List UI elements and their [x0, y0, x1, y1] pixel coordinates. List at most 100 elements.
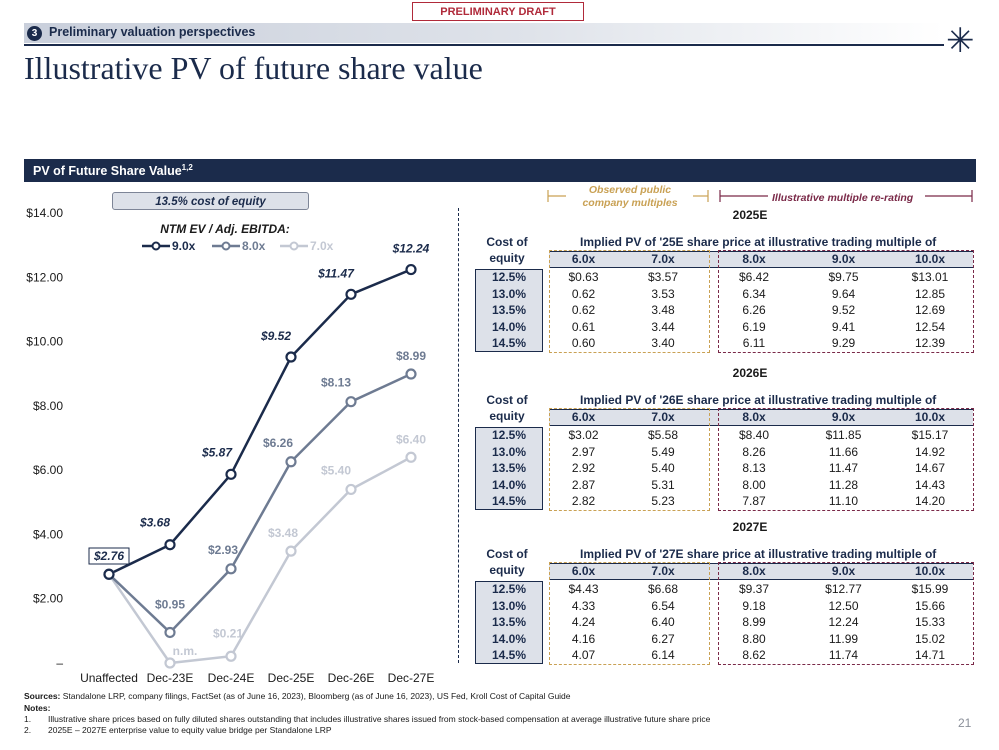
data-point — [285, 456, 297, 468]
chart-table-divider — [458, 208, 459, 663]
cost-of-equity-cell: 13.0% — [491, 444, 527, 459]
cost-of-equity-cell: 13.5% — [491, 615, 527, 629]
table-value-cell: 4.16 — [571, 631, 596, 646]
table-value-cell: 2.87 — [571, 477, 596, 492]
x-tick-label: Dec-25E — [268, 671, 315, 685]
legend-marker — [151, 241, 161, 251]
table-value-cell: 9.52 — [831, 303, 856, 317]
table-value-cell: 6.26 — [742, 303, 766, 317]
table-value-cell: 14.71 — [914, 648, 946, 662]
table-value-cell: 2.92 — [571, 461, 596, 475]
data-label: $8.13 — [321, 376, 351, 390]
cost-of-equity-cell: 12.5% — [491, 582, 527, 596]
table-year: 2026E — [732, 366, 768, 380]
data-point — [103, 568, 115, 580]
company-logo-icon: ✳ — [946, 22, 975, 60]
multiple-header: 10.0x — [914, 564, 946, 578]
legend-entry: 9.0x — [172, 239, 196, 253]
table-header: Implied PV of '26E share price at illust… — [580, 393, 937, 407]
table-value-cell: 11.66 — [828, 444, 859, 459]
data-point — [405, 368, 417, 380]
data-label: $6.26 — [263, 436, 293, 450]
table-value-cell: 4.24 — [571, 615, 596, 629]
y-tick-label: $10.00 — [26, 335, 63, 349]
table-value-cell: $15.99 — [911, 582, 949, 596]
table-value-cell: $8.40 — [738, 428, 770, 442]
section-underline — [24, 44, 944, 46]
table-value-cell: 8.80 — [742, 631, 766, 646]
multiple-header: 9.0x — [831, 410, 856, 424]
panel-header-bar — [24, 159, 976, 182]
multiple-header: 6.0x — [571, 410, 596, 424]
table-value-cell: 9.29 — [831, 336, 856, 350]
table-value-cell: 11.10 — [828, 494, 859, 508]
page-number: 21 — [958, 716, 972, 730]
data-label: $3.48 — [268, 526, 298, 540]
data-point — [345, 396, 357, 408]
data-point — [345, 288, 357, 300]
data-point — [405, 263, 417, 276]
y-tick-label: $12.00 — [26, 270, 63, 284]
coe-label-line2: equity — [489, 563, 525, 577]
multiples-header-row — [549, 251, 973, 268]
cost-of-equity-column — [475, 427, 543, 510]
multiple-header: 7.0x — [651, 410, 675, 424]
table-value-cell: 14.67 — [914, 461, 946, 475]
data-label: $0.21 — [213, 626, 243, 640]
data-label: $6.40 — [396, 432, 426, 446]
table-value-cell: 5.23 — [651, 494, 675, 508]
table-value-cell: 5.49 — [651, 444, 675, 459]
table-value-cell: 0.62 — [571, 303, 596, 317]
table-value-cell: $13.01 — [911, 270, 949, 284]
table-value-cell: 14.92 — [914, 444, 946, 459]
multiple-header: 6.0x — [571, 252, 596, 266]
table-value-cell: 6.34 — [742, 286, 766, 301]
y-tick-label: $14.00 — [26, 206, 63, 220]
table-value-cell: 9.18 — [742, 598, 766, 613]
table-header: Implied PV of '27E share price at illust… — [580, 547, 937, 561]
table-value-cell: $9.37 — [738, 582, 770, 596]
cost-of-equity-header: Cost of equity — [472, 392, 542, 424]
cost-of-equity-cell: 12.5% — [491, 270, 527, 284]
table-value-cell: 0.60 — [571, 336, 596, 350]
section-title: Preliminary valuation perspectives — [49, 25, 256, 39]
table-value-cell: 6.54 — [651, 598, 675, 613]
section-number: 3 — [27, 26, 42, 41]
table-header: Implied PV of '25E share price at illust… — [580, 235, 937, 249]
y-tick-label: $8.00 — [33, 399, 63, 413]
panel-title-superscript: 1,2 — [181, 163, 193, 172]
multiple-header: 10.0x — [914, 252, 946, 266]
table-value-cell: 6.14 — [651, 648, 675, 662]
table-value-cell: 0.61 — [571, 319, 596, 334]
table-value-cell: 3.53 — [651, 286, 675, 301]
x-tick-label: Unaffected — [80, 671, 138, 685]
table-value-cell: 3.40 — [651, 336, 675, 350]
multiple-header: 7.0x — [651, 252, 675, 266]
table-value-cell: 15.66 — [914, 598, 946, 613]
table-value-cell: 6.40 — [651, 615, 675, 629]
table-value-cell: 4.33 — [571, 598, 596, 613]
section-header-bar — [24, 23, 944, 43]
table-value-cell: $3.02 — [568, 428, 599, 442]
multiple-header: 8.0x — [742, 410, 766, 424]
notes-label-text: Notes: — [24, 703, 51, 713]
table-value-cell: 12.24 — [828, 615, 859, 629]
table-value-cell: 3.48 — [651, 303, 675, 317]
table-value-cell: 15.02 — [914, 631, 946, 646]
data-point — [164, 539, 176, 551]
data-label: $2.93 — [208, 543, 238, 557]
table-value-cell: 11.47 — [828, 461, 859, 475]
cost-of-equity-cell: 14.5% — [491, 648, 527, 662]
table-value-cell: 8.99 — [742, 615, 766, 629]
table-value-cell: 11.28 — [828, 477, 859, 492]
coe-label-line2: equity — [489, 409, 525, 423]
table-value-cell: 11.74 — [828, 648, 859, 662]
y-tick-label: $4.00 — [33, 527, 63, 541]
table-value-cell: 8.00 — [742, 477, 766, 492]
x-tick-label: Dec-26E — [328, 671, 375, 685]
panel-title-text: PV of Future Share Value — [33, 164, 182, 179]
x-tick-label: Dec-27E — [388, 671, 435, 685]
cost-of-equity-column — [475, 581, 543, 664]
data-point — [405, 451, 417, 463]
data-label: $11.47 — [317, 266, 355, 280]
